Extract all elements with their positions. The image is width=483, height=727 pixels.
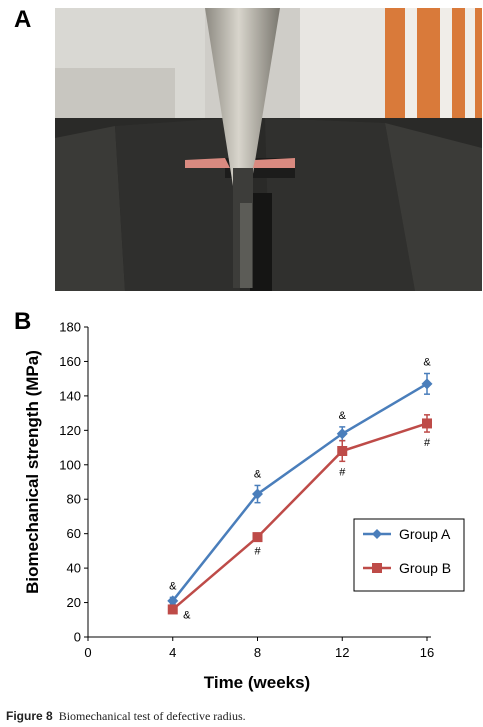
significance-annotation: # (424, 437, 431, 449)
x-tick-label: 8 (254, 645, 261, 660)
data-point-group-b (252, 532, 263, 543)
figure-caption: Figure 8 Biomechanical test of defective… (6, 709, 246, 724)
series-line-group-b (171, 422, 428, 611)
y-tick-label: 160 (59, 354, 81, 369)
data-point-group-a (336, 428, 348, 440)
data-point-group-b (422, 418, 432, 429)
significance-annotation: & (254, 468, 262, 480)
y-tick-label: 80 (67, 492, 81, 507)
data-point-group-a (252, 488, 263, 500)
significance-annotation: & (183, 609, 191, 621)
y-tick-label: 100 (59, 457, 81, 472)
significance-annotation: & (169, 580, 177, 592)
panel-label-b: B (14, 308, 32, 335)
significance-annotation: # (254, 546, 261, 558)
data-point-group-a (167, 595, 179, 607)
chart-ticks: 0 20 40 60 80 100 120 140 160 180 0 4 8 12 16 (59, 320, 434, 661)
series-line-group-a (171, 382, 428, 602)
chart-legend: Group A Group B (353, 518, 465, 592)
legend-label-group-a: Group A (399, 526, 451, 542)
x-tick-label: 16 (420, 645, 434, 660)
x-axis-label: Time (weeks) (204, 673, 310, 692)
y-axis-label: Biomechanical strength (MPa) (23, 350, 42, 594)
y-tick-label: 120 (59, 423, 81, 438)
data-point-group-a (421, 378, 433, 390)
chart-series: & & & & & # # # (167, 357, 433, 621)
y-tick-label: 180 (59, 320, 81, 335)
figure-number: Figure 8 (6, 709, 53, 723)
y-tick-label: 60 (67, 526, 81, 541)
y-tick-label: 140 (59, 388, 81, 403)
chart-axes (87, 327, 431, 638)
x-tick-label: 12 (335, 645, 349, 660)
x-tick-label: 4 (169, 645, 176, 660)
data-point-group-b (167, 604, 178, 615)
data-point-group-b (337, 446, 348, 456)
y-tick-label: 40 (67, 561, 81, 576)
significance-annotation: & (339, 410, 347, 422)
legend-marker-group-a (372, 529, 382, 539)
legend-marker-group-b (372, 563, 382, 573)
y-tick-label: 20 (67, 595, 81, 610)
biomechanical-test-photo (55, 8, 482, 291)
panel-label-a: A (14, 6, 32, 33)
significance-annotation: & (423, 357, 431, 369)
legend-box (353, 518, 465, 592)
x-tick-label: 0 (84, 645, 91, 660)
line-chart: 0 20 40 60 80 100 120 140 160 180 0 4 8 12 16 & & & & & # # #… (23, 320, 465, 692)
legend-label-group-b: Group B (399, 560, 451, 576)
significance-annotation: # (339, 466, 346, 478)
figure-caption-text: Biomechanical test of defective radius. (58, 709, 246, 723)
y-tick-label: 0 (74, 630, 81, 645)
